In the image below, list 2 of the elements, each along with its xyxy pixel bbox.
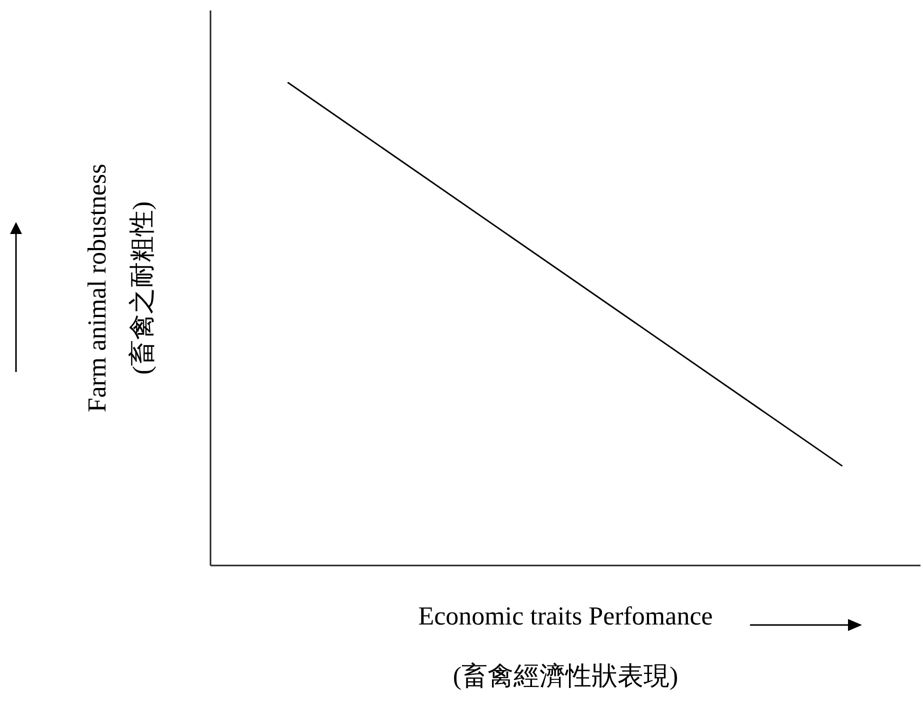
x-axis-title: Economic traits Perfomance (畜禽經濟性狀表現)	[418, 602, 713, 690]
y-axis-title: Farm animal robustness (畜禽之耐粗性)	[82, 164, 156, 412]
